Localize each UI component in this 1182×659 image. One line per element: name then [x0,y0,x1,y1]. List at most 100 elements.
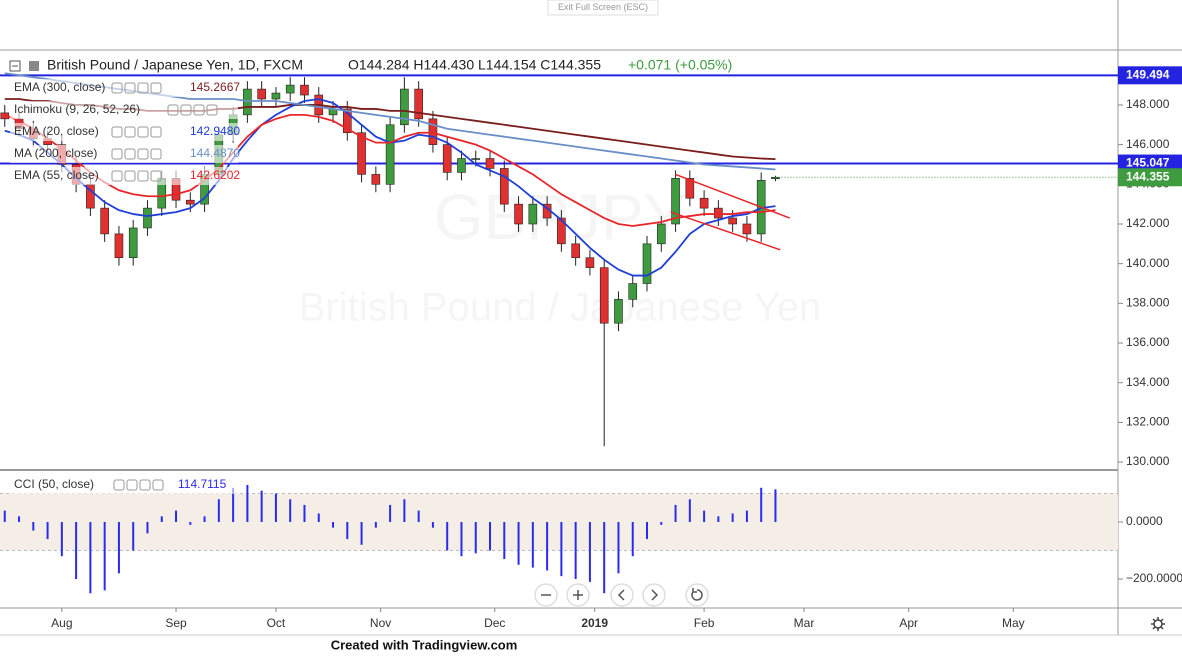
legend-bg [10,123,238,141]
y-tick-label: −200.0000 [1126,571,1182,585]
watermark-name: British Pound / Japanese Yen [299,286,822,330]
legend-icon [111,170,123,182]
candle-body [128,227,138,259]
y-tick-label: 130.000 [1126,454,1170,468]
y-tick-label: 132.000 [1126,415,1170,429]
candle-body [400,88,409,126]
y-tick-label: 148.000 [1126,97,1170,111]
legend: EMA (300, close) 145.2667 Ichimoku (9, 26,… [10,79,240,494]
level-label: 149.494 [1126,67,1170,81]
reset[interactable] [685,583,709,607]
axes: 130.000 132.000 134.000 136.000 138.000 140.0… [51,66,1182,630]
legend-icon [137,148,149,160]
last-price-box [1118,168,1182,187]
x-tick-label: Oct [267,616,286,630]
legend-icon [124,82,136,94]
level-label-box [1118,154,1182,173]
legend-icon [124,170,136,182]
settings-icon [1153,619,1163,629]
legend-icon [150,82,162,94]
collapse-icon[interactable] [9,60,21,72]
legend-value: 114.7115 [178,477,227,491]
legend-bg [10,145,238,163]
candle-body [514,203,523,225]
indicator-line [4,113,776,227]
candle-body [185,199,195,205]
y-tick-label: 146.000 [1126,137,1170,151]
trend-line [670,211,781,251]
exit-button-label[interactable]: Exit Full Screen (ESC) [558,2,648,12]
candle-body [243,88,252,116]
cci-pane [0,484,1118,594]
legend-value: 145.2667 [190,80,240,94]
candle-body [728,217,737,225]
candle-body [342,108,352,134]
legend-icon [137,82,149,94]
settings[interactable] [1151,617,1165,631]
x-tick-label: Dec [484,616,505,630]
candle-body [557,217,566,245]
candle-body [442,144,452,173]
legend-value: 142.9480 [190,124,240,138]
last-price-label: 144.355 [1126,169,1170,183]
legend-icon [167,104,179,116]
scroll-right-icon [651,589,659,601]
legend-icon [111,82,123,94]
candle-body [656,223,666,245]
legend-icon [124,126,136,138]
legend-icon [126,479,138,491]
x-tick-label: Apr [899,616,918,630]
cci-band [0,493,1118,551]
candle-body [585,257,595,268]
settings-icon-spokes [1151,617,1165,631]
x-tick-label: 2019 [581,616,608,630]
candle-body [428,118,438,145]
legend-name: Ichimoku (9, 26, 52, 26) [14,102,140,116]
legend-icon [206,104,218,116]
legend-name: EMA (300, close) [14,80,105,94]
candle-body [371,174,381,185]
legend-icon [150,148,162,160]
x-tick-label: Nov [370,616,391,630]
zoom-in-icon [573,590,583,600]
level-label: 145.047 [1126,156,1170,170]
candle-body [714,207,723,219]
y-tick-label: 134.000 [1126,375,1170,389]
y-tick-label: 136.000 [1126,335,1170,349]
exit-button[interactable] [547,0,659,16]
legend-value: 144.4870 [190,146,240,160]
trend-line [675,173,791,219]
candle-body [100,207,109,235]
legend-value: 142.6202 [190,168,240,182]
legend-bg [10,79,238,97]
legend-icon [113,479,125,491]
candle-body [642,243,652,284]
candle-body [614,299,623,324]
toolbar [534,583,709,607]
symbol-title: British Pound / Japanese Yen, 1D, FXCM [47,57,303,73]
legend-icon [193,104,205,116]
y-tick-label: 140.000 [1126,256,1170,270]
scroll-right[interactable] [642,583,666,607]
candle-body [114,233,124,259]
legend-icon [137,170,149,182]
x-tick-label: Mar [794,616,815,630]
legend-icon [111,148,123,160]
candle-body [499,168,509,205]
candle-body [357,132,366,175]
legend-icon [124,148,136,160]
candle-body [471,158,481,160]
scroll-left[interactable] [610,583,634,607]
y-tick-label: 0.0000 [1126,514,1163,528]
y-tick-label: 142.000 [1126,216,1170,230]
candle-body [143,207,152,229]
legend-icon [150,126,162,138]
x-tick-label: Sep [165,616,187,630]
x-tick-label: Feb [694,616,715,630]
candle-body [285,84,295,94]
legend-name: EMA (55, close) [14,168,99,182]
candle-body [457,158,466,173]
y-tick-label: 138.000 [1126,296,1170,310]
legend-icon [111,126,123,138]
footer: Created with Tradingview.com [331,637,518,652]
